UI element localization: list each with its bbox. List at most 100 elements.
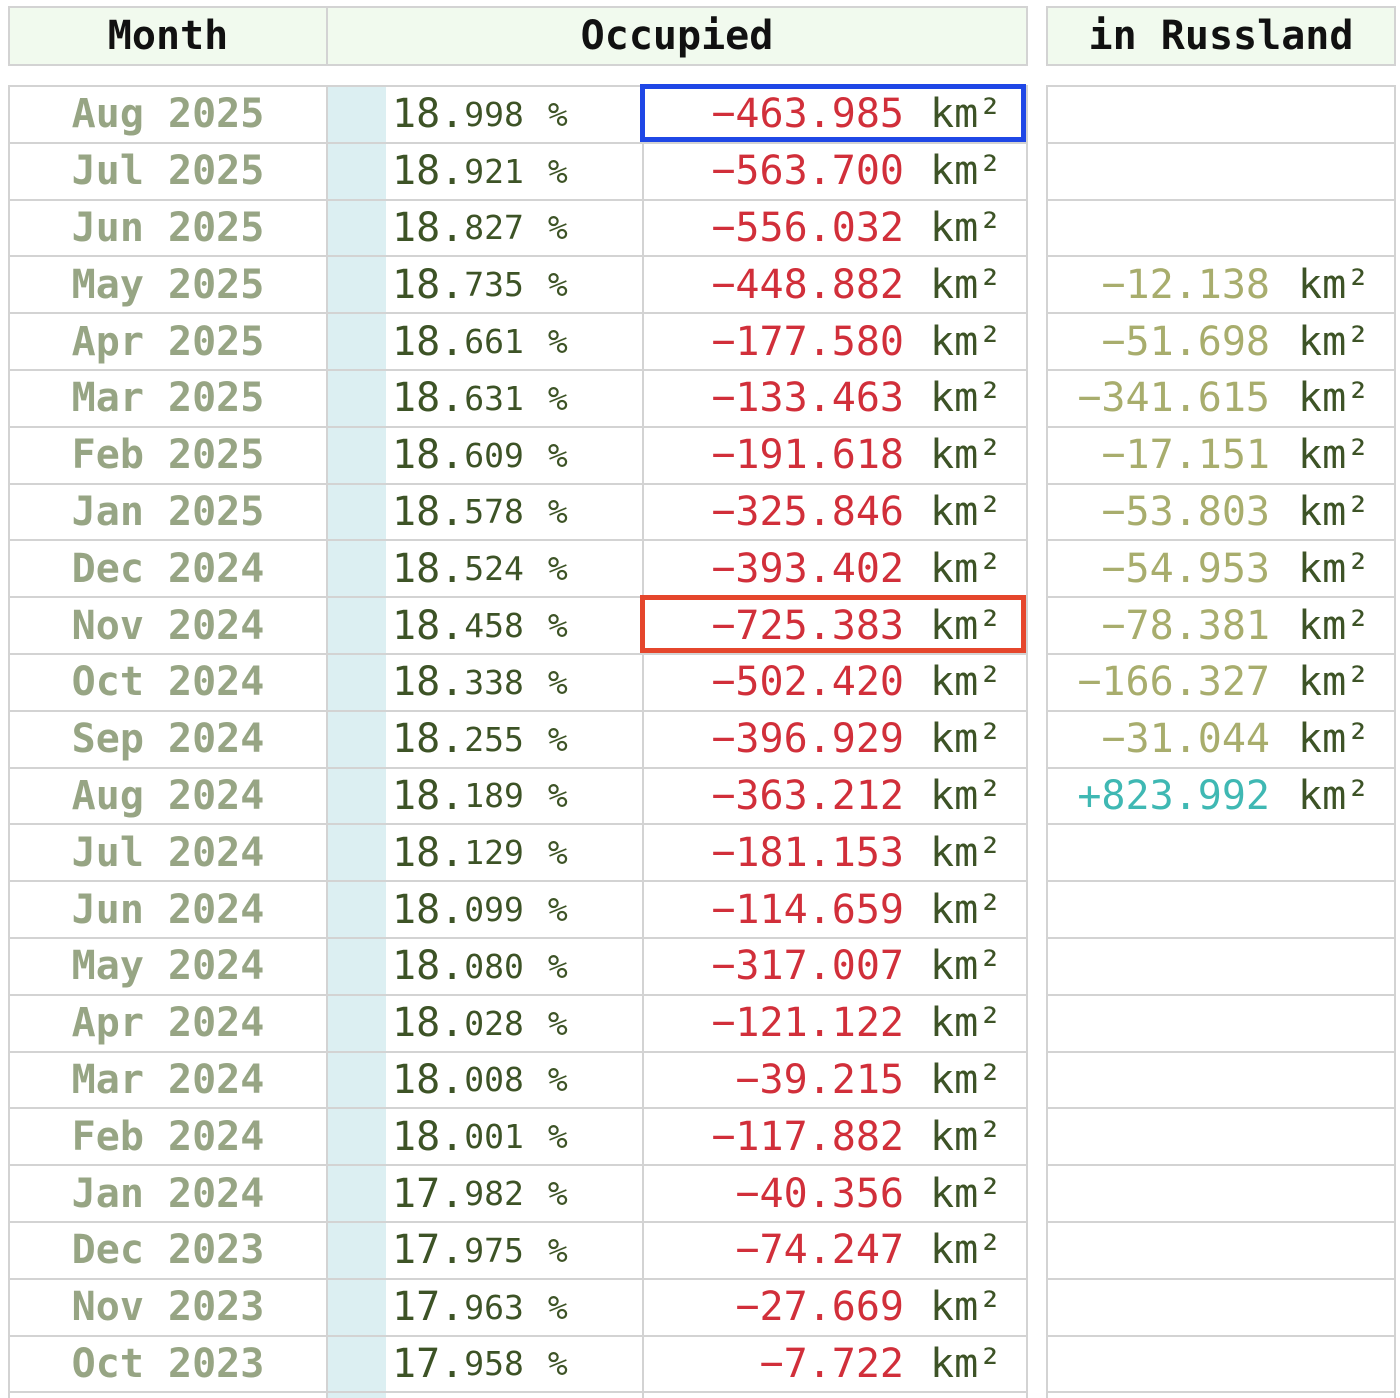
header-main: Month Occupied [8, 6, 1028, 66]
percent-cell: 17. 982% [392, 1166, 568, 1221]
change-cell: −325.846 [711, 488, 904, 535]
percent-sign: % [547, 946, 568, 986]
unit-label: km² [1298, 772, 1371, 819]
percent-decimals: 080 [464, 946, 524, 986]
table-row: Nov 2024 18. 458% −725.383 km² [10, 598, 1026, 655]
percent-cell: 18. 080% [392, 939, 568, 994]
table-row: Aug 2025 18. 998% −463.985 km² [10, 87, 1026, 144]
table-row: Sep 2024 18. 255% −396.929 km² [10, 712, 1026, 769]
month-cell: May 2025 [71, 261, 265, 308]
table-row: May 2024 18. 080% −317.007 km² [10, 939, 1026, 996]
percent-sign: % [547, 1117, 568, 1157]
percent-int: 17. [392, 1340, 465, 1387]
unit-label: km² [930, 1340, 1003, 1387]
table-row [1048, 939, 1394, 996]
percent-cell: 18. 028% [392, 996, 568, 1051]
percent-cell: 18. 998% [392, 87, 568, 142]
percent-cell: 18. 255% [392, 712, 568, 767]
russland-change-cell: −17.151 [1101, 432, 1270, 479]
table-row: Jan 2025 18. 578% −325.846 km² [10, 485, 1026, 542]
percent-sign: % [547, 1003, 568, 1043]
month-cell: Oct 2024 [71, 659, 265, 706]
month-cell: Apr 2025 [71, 318, 265, 365]
table-row: Jun 2025 18. 827% −556.032 km² [10, 201, 1026, 258]
table-row [1048, 1053, 1394, 1110]
unit-label: km² [930, 1227, 1003, 1274]
percent-int: 18. [392, 488, 465, 535]
percent-decimals: 963 [464, 1287, 524, 1327]
month-cell: Jun 2024 [71, 886, 265, 933]
percent-decimals: 001 [464, 1117, 524, 1157]
percent-sign: % [547, 435, 568, 475]
unit-label: km² [930, 204, 1003, 251]
header-russland: in Russland [1046, 6, 1396, 66]
percent-sign: % [547, 94, 568, 134]
percent-sign: % [547, 1344, 568, 1384]
percent-sign: % [547, 265, 568, 305]
percent-sign: % [547, 378, 568, 418]
table-row: −17.151 km² [1048, 428, 1394, 485]
change-cell: −177.580 [711, 318, 904, 365]
table-row [1048, 825, 1394, 883]
percent-int: 18. [392, 716, 465, 763]
percent-int: 18. [392, 148, 465, 195]
percent-cell: 18. 001% [392, 1109, 568, 1164]
percent-decimals: 982 [464, 1174, 524, 1214]
percent-sign: % [547, 833, 568, 873]
unit-label: km² [1298, 432, 1371, 479]
table-row: −31.044 km² [1048, 712, 1394, 769]
table-row [1048, 1223, 1394, 1280]
percent-int: 18. [392, 91, 465, 138]
percent-cell: 18. 458% [392, 598, 568, 653]
table-row: −51.698 km² [1048, 314, 1394, 371]
percent-cell: 17. 975% [392, 1223, 568, 1278]
table-row: Aug 2024 18. 189% −363.212 km² [10, 769, 1026, 826]
percent-sign: % [547, 1174, 568, 1214]
header-divider [326, 8, 328, 64]
table-row [1048, 1280, 1394, 1337]
unit-label: km² [1298, 261, 1371, 308]
month-cell: Jul 2024 [71, 829, 265, 876]
change-cell: −563.700 [711, 148, 904, 195]
percent-sign: % [547, 1060, 568, 1100]
table-row: Apr 2024 18. 028% −121.122 km² [10, 996, 1026, 1053]
unit-label: km² [930, 659, 1003, 706]
change-cell: −121.122 [711, 1000, 904, 1047]
change-cell: −191.618 [711, 432, 904, 479]
percent-int: 18. [392, 943, 465, 990]
percent-decimals: 661 [464, 322, 524, 362]
unit-label: km² [930, 886, 1003, 933]
month-cell: Dec 2023 [71, 1227, 265, 1274]
change-cell: −448.882 [711, 261, 904, 308]
change-cell: −181.153 [711, 829, 904, 876]
table-row [1048, 1337, 1394, 1394]
unit-label: km² [930, 772, 1003, 819]
percent-sign: % [547, 492, 568, 532]
highlight-box [640, 84, 1026, 142]
percent-cell: 18. 609% [392, 428, 568, 483]
percent-int: 18. [392, 1000, 465, 1047]
table-row: −78.381 km² [1048, 598, 1394, 655]
unit-label: km² [930, 488, 1003, 535]
table-row: Jan 2024 17. 982% −40.356 km² [10, 1166, 1026, 1223]
percent-decimals: 827 [464, 208, 524, 248]
percent-decimals: 735 [464, 265, 524, 305]
unit-label: km² [930, 943, 1003, 990]
change-cell: −556.032 [711, 204, 904, 251]
unit-label: km² [1298, 659, 1371, 706]
table-row: Oct 2024 18. 338% −502.420 km² [10, 655, 1026, 712]
change-cell: −39.215 [735, 1056, 904, 1103]
change-cell: −7.722 [759, 1340, 905, 1387]
month-cell: Mar 2025 [71, 375, 265, 422]
change-cell: −363.212 [711, 772, 904, 819]
percent-sign: % [547, 776, 568, 816]
russland-change-cell: −31.044 [1101, 716, 1270, 763]
table-row: −54.953 km² [1048, 541, 1394, 599]
percent-decimals: 958 [464, 1344, 524, 1384]
percent-cell: 18. 578% [392, 485, 568, 540]
percent-cell: 17. 963% [392, 1280, 568, 1335]
table-row: Mar 2024 18. 008% −39.215 km² [10, 1053, 1026, 1110]
percent-decimals: 189 [464, 776, 524, 816]
table-row [1048, 1166, 1394, 1223]
percent-decimals: 631 [464, 378, 524, 418]
